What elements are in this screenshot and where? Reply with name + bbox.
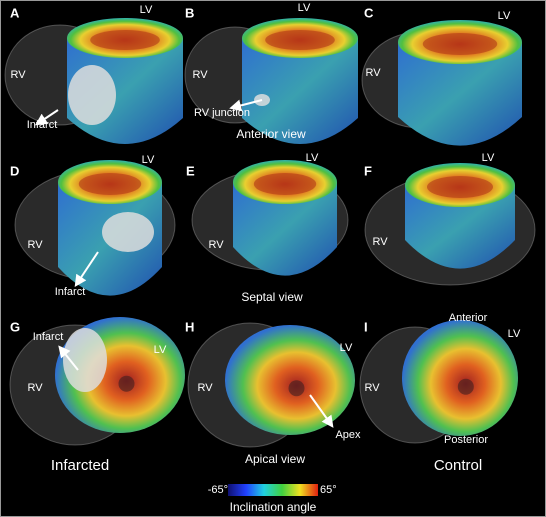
structure-label: LV: [340, 342, 353, 354]
view-caption: Anterior view: [236, 127, 306, 141]
structure-label: Apex: [335, 429, 361, 441]
lv-cavity: [422, 33, 498, 55]
panel-letter: G: [10, 319, 20, 334]
structure-label: LV: [142, 154, 155, 166]
lv-cavity: [265, 30, 335, 50]
structure-label: LV: [154, 344, 167, 356]
arrow: [35, 109, 59, 126]
view-caption: Control: [434, 457, 482, 474]
colorbar: [228, 484, 318, 496]
structure-label: Infarct: [27, 119, 58, 131]
panel-letter: I: [364, 319, 368, 334]
apex-point: [118, 375, 135, 392]
panel-letter: E: [186, 163, 195, 178]
lv-wall: [405, 185, 515, 269]
colorbar-max: 65°: [320, 484, 337, 496]
structure-label: Infarct: [55, 286, 86, 298]
apex-point: [288, 380, 305, 397]
renderings: [4, 18, 536, 448]
structure-label: RV: [10, 69, 26, 81]
structure-label: RV: [372, 236, 388, 248]
structure-label: RV: [197, 382, 213, 394]
structure-label: RV: [364, 382, 380, 394]
panel-letter: H: [185, 319, 194, 334]
view-caption: Apical view: [245, 452, 305, 466]
view-caption: Infarcted: [51, 457, 109, 474]
panel-letter: C: [364, 5, 374, 20]
arrow: [74, 251, 99, 287]
structure-label: Infarct: [33, 331, 64, 343]
lv-wall: [242, 38, 358, 144]
panel-letter: D: [10, 163, 19, 178]
lv-wall: [398, 42, 522, 146]
panel-letter: A: [10, 5, 20, 20]
structure-label: LV: [498, 10, 511, 22]
structure-label: RV: [208, 239, 224, 251]
arrow: [58, 345, 79, 371]
lv-apex: [402, 320, 518, 436]
lv-cavity: [427, 176, 493, 198]
lv-cavity: [78, 173, 142, 195]
structure-label: RV: [27, 239, 43, 251]
structure-label: LV: [140, 4, 153, 16]
lv-cavity: [253, 173, 317, 195]
labels: A LV RV Infarct B LV RV RV junction C LV RV D LV RV In…: [10, 2, 521, 474]
colorbar-min: -65°: [208, 484, 228, 496]
structure-label: LV: [508, 328, 521, 340]
colorbar-title: Inclination angle: [230, 500, 317, 514]
panel-letter: F: [364, 163, 372, 178]
arrow: [309, 394, 334, 428]
view-caption: Septal view: [241, 290, 303, 304]
structure-label: LV: [298, 2, 311, 14]
structure-label: RV: [365, 67, 381, 79]
infarct-region: [68, 65, 116, 125]
panel-letter: B: [185, 5, 194, 20]
arrow: [229, 99, 263, 112]
apex-point: [457, 378, 474, 395]
structure-label: RV: [27, 382, 43, 394]
infarct-region: [63, 328, 107, 392]
lv-wall: [233, 182, 337, 276]
lv-apex: [225, 325, 355, 435]
structure-label: RV: [192, 69, 208, 81]
structure-label: Anterior: [449, 312, 488, 324]
infarct-region: [102, 212, 154, 252]
structure-label: LV: [482, 152, 495, 164]
structure-label: LV: [306, 152, 319, 164]
structure-label: RV junction: [194, 107, 250, 119]
structure-label: Posterior: [444, 434, 488, 446]
lv-cavity: [90, 30, 160, 50]
